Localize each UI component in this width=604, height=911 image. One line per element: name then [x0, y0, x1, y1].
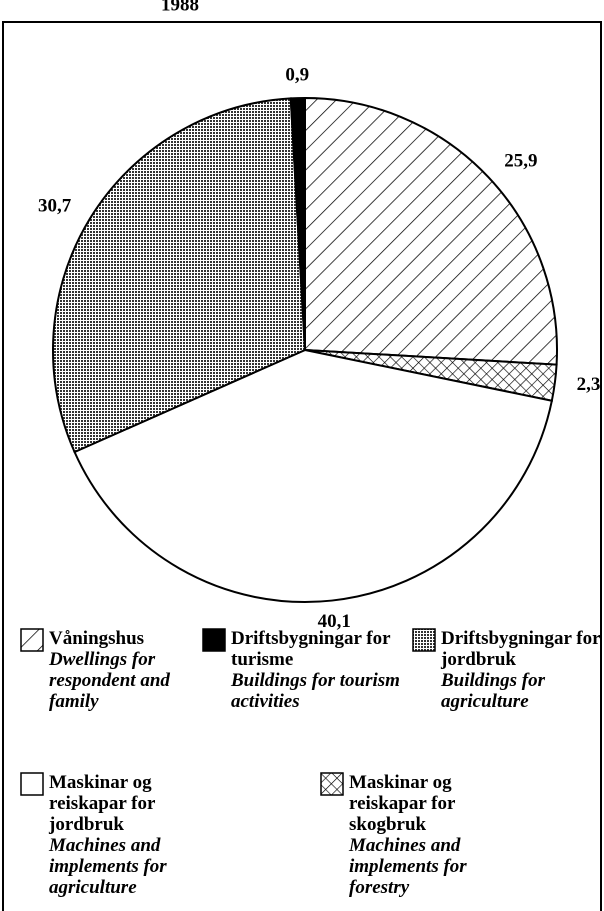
legend-item: Driftsbygningar for turisme Buildings for…	[202, 628, 407, 712]
legend-label: Driftsbygningar for turisme	[231, 628, 391, 670]
legend-swatch	[20, 772, 44, 796]
legend-description: Buildings for agriculture	[441, 670, 546, 712]
data-label: 25,9	[504, 150, 537, 171]
pie-slice	[52, 97, 307, 454]
legend-swatch	[320, 772, 344, 796]
legend-swatch	[20, 628, 44, 652]
pie-slice	[73, 348, 554, 603]
data-label: 2,3	[577, 374, 601, 395]
legend-label: Driftsbygningar for jordbruk	[441, 628, 601, 670]
data-label: 0,9	[285, 64, 309, 85]
legend-item: Driftsbygningar for jordbruk Buildings fo…	[412, 628, 602, 712]
legend-label: Maskinar og reiskapar for skogbruk	[349, 772, 456, 835]
legend-item: Våningshus Dwellings for respondent and f…	[20, 628, 200, 712]
legend-label: Maskinar og reiskapar for jordbruk	[49, 772, 156, 835]
legend-swatch	[412, 628, 436, 652]
legend-label: Våningshus	[49, 628, 145, 649]
pie-slice	[304, 96, 558, 366]
legend-item: Maskinar og reiskapar for jordbruk Machin…	[20, 772, 230, 898]
legend-item: Maskinar og reiskapar for skogbruk Machin…	[320, 772, 515, 898]
legend-description: Buildings for tourism activities	[231, 670, 400, 712]
legend-description: Machines and implements for agriculture	[49, 835, 167, 898]
pie-slice	[289, 96, 306, 351]
legend-description: Machines and implements for forestry	[349, 835, 467, 898]
legend-swatch	[202, 628, 226, 652]
data-label: 40,1	[318, 611, 351, 632]
chart-title: 1988	[161, 0, 199, 15]
frame	[2, 21, 602, 911]
legend-description: Dwellings for respondent and family	[49, 649, 170, 712]
data-label: 30,7	[38, 195, 72, 216]
